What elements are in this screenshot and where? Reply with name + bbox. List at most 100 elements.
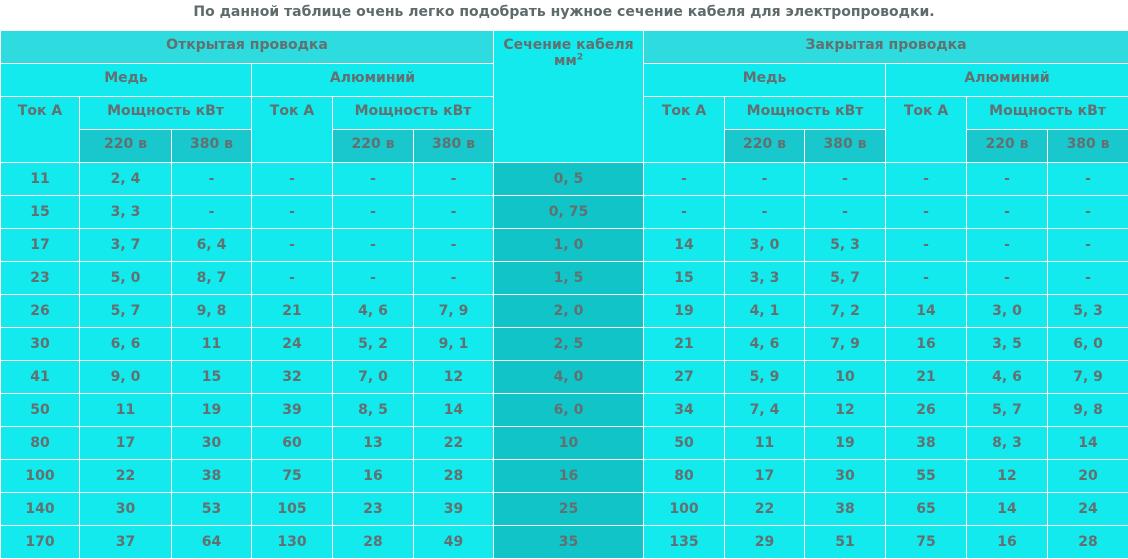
cell-cross-section: 35: [494, 526, 644, 559]
header-cross-section: Сечение кабеля мм2: [494, 31, 644, 163]
cell-open-copper-380v: 9, 8: [172, 295, 252, 328]
header-open-copper-power: Мощность кВт: [80, 97, 252, 130]
cross-section-power: 2: [577, 52, 583, 62]
cell-open-copper-380v: 64: [172, 526, 252, 559]
cell-open-copper-current: 170: [1, 526, 80, 559]
header-closed-copper: Медь: [644, 64, 886, 97]
cell-closed-copper-380v: 5, 3: [805, 229, 886, 262]
header-closed-copper-current: Ток А: [644, 97, 725, 163]
cell-open-aluminum-current: -: [252, 262, 333, 295]
cell-open-copper-220v: 37: [80, 526, 172, 559]
cell-open-copper-380v: 11: [172, 328, 252, 361]
header-closed-aluminum-power: Мощность кВт: [967, 97, 1128, 130]
cell-closed-copper-380v: 19: [805, 427, 886, 460]
cell-closed-copper-current: 21: [644, 328, 725, 361]
cell-closed-copper-380v: 7, 9: [805, 328, 886, 361]
cell-open-copper-220v: 17: [80, 427, 172, 460]
cell-open-copper-220v: 2, 4: [80, 163, 172, 196]
cell-closed-aluminum-current: 75: [886, 526, 967, 559]
header-closed-aluminum: Алюминий: [886, 64, 1128, 97]
header-open-copper-380v: 380 в: [172, 130, 252, 163]
cell-closed-copper-current: -: [644, 196, 725, 229]
header-open-copper-current: Ток А: [1, 97, 80, 163]
cell-open-aluminum-380v: -: [414, 262, 494, 295]
cell-open-copper-220v: 30: [80, 493, 172, 526]
cell-open-aluminum-380v: 12: [414, 361, 494, 394]
cell-open-copper-380v: 30: [172, 427, 252, 460]
cell-closed-aluminum-380v: 24: [1048, 493, 1128, 526]
cell-closed-copper-380v: 38: [805, 493, 886, 526]
cell-closed-aluminum-220v: 5, 7: [967, 394, 1048, 427]
cell-open-copper-current: 50: [1, 394, 80, 427]
cell-open-aluminum-220v: 8, 5: [333, 394, 414, 427]
cell-closed-aluminum-220v: 4, 6: [967, 361, 1048, 394]
cell-open-copper-220v: 6, 6: [80, 328, 172, 361]
cell-open-copper-current: 23: [1, 262, 80, 295]
cell-closed-copper-220v: 3, 0: [725, 229, 805, 262]
cell-closed-copper-380v: 5, 7: [805, 262, 886, 295]
cell-closed-aluminum-220v: -: [967, 229, 1048, 262]
cell-open-copper-220v: 5, 7: [80, 295, 172, 328]
cell-closed-aluminum-380v: -: [1048, 262, 1128, 295]
cell-closed-copper-current: 50: [644, 427, 725, 460]
cell-closed-copper-220v: -: [725, 163, 805, 196]
cell-open-copper-current: 17: [1, 229, 80, 262]
cell-closed-copper-220v: 3, 3: [725, 262, 805, 295]
cell-open-copper-220v: 3, 3: [80, 196, 172, 229]
cell-open-copper-current: 30: [1, 328, 80, 361]
cell-open-aluminum-current: 130: [252, 526, 333, 559]
cell-open-aluminum-current: 105: [252, 493, 333, 526]
cell-open-copper-220v: 3, 7: [80, 229, 172, 262]
cell-open-copper-current: 80: [1, 427, 80, 460]
cell-open-aluminum-220v: 5, 2: [333, 328, 414, 361]
header-closed-aluminum-220v: 220 в: [967, 130, 1048, 163]
cell-closed-copper-380v: 30: [805, 460, 886, 493]
header-open-wiring: Открытая проводка: [1, 31, 494, 64]
cell-open-aluminum-220v: -: [333, 196, 414, 229]
cell-open-copper-380v: 38: [172, 460, 252, 493]
cell-open-copper-current: 41: [1, 361, 80, 394]
cell-cross-section: 10: [494, 427, 644, 460]
cell-closed-aluminum-380v: 7, 9: [1048, 361, 1128, 394]
cell-cross-section: 1, 0: [494, 229, 644, 262]
cell-open-aluminum-220v: 28: [333, 526, 414, 559]
cell-closed-aluminum-current: 21: [886, 361, 967, 394]
cell-closed-copper-current: -: [644, 163, 725, 196]
header-open-aluminum-power: Мощность кВт: [333, 97, 494, 130]
cell-open-copper-current: 26: [1, 295, 80, 328]
cell-open-aluminum-380v: 39: [414, 493, 494, 526]
cell-open-aluminum-220v: 4, 6: [333, 295, 414, 328]
cell-closed-aluminum-current: -: [886, 229, 967, 262]
cell-closed-copper-current: 19: [644, 295, 725, 328]
header-closed-wiring: Закрытая проводка: [644, 31, 1128, 64]
cell-open-aluminum-current: 39: [252, 394, 333, 427]
cell-closed-aluminum-current: 38: [886, 427, 967, 460]
cell-closed-aluminum-380v: -: [1048, 229, 1128, 262]
cell-closed-aluminum-220v: 14: [967, 493, 1048, 526]
cell-open-copper-current: 11: [1, 163, 80, 196]
cell-closed-aluminum-current: -: [886, 163, 967, 196]
cell-open-aluminum-380v: 9, 1: [414, 328, 494, 361]
cell-open-aluminum-current: -: [252, 229, 333, 262]
cell-cross-section: 0, 5: [494, 163, 644, 196]
cell-closed-copper-220v: 11: [725, 427, 805, 460]
cell-closed-aluminum-380v: 6, 0: [1048, 328, 1128, 361]
cell-closed-copper-220v: 17: [725, 460, 805, 493]
cell-open-aluminum-220v: 7, 0: [333, 361, 414, 394]
cell-open-aluminum-380v: -: [414, 196, 494, 229]
cell-closed-aluminum-current: 55: [886, 460, 967, 493]
cable-section-table: Открытая проводка Сечение кабеля мм2 Зак…: [0, 30, 1128, 559]
cell-closed-aluminum-current: -: [886, 196, 967, 229]
cell-cross-section: 4, 0: [494, 361, 644, 394]
cell-cross-section: 2, 0: [494, 295, 644, 328]
cell-open-aluminum-220v: 16: [333, 460, 414, 493]
cross-section-label: Сечение кабеля: [503, 37, 633, 53]
cell-open-copper-380v: 8, 7: [172, 262, 252, 295]
